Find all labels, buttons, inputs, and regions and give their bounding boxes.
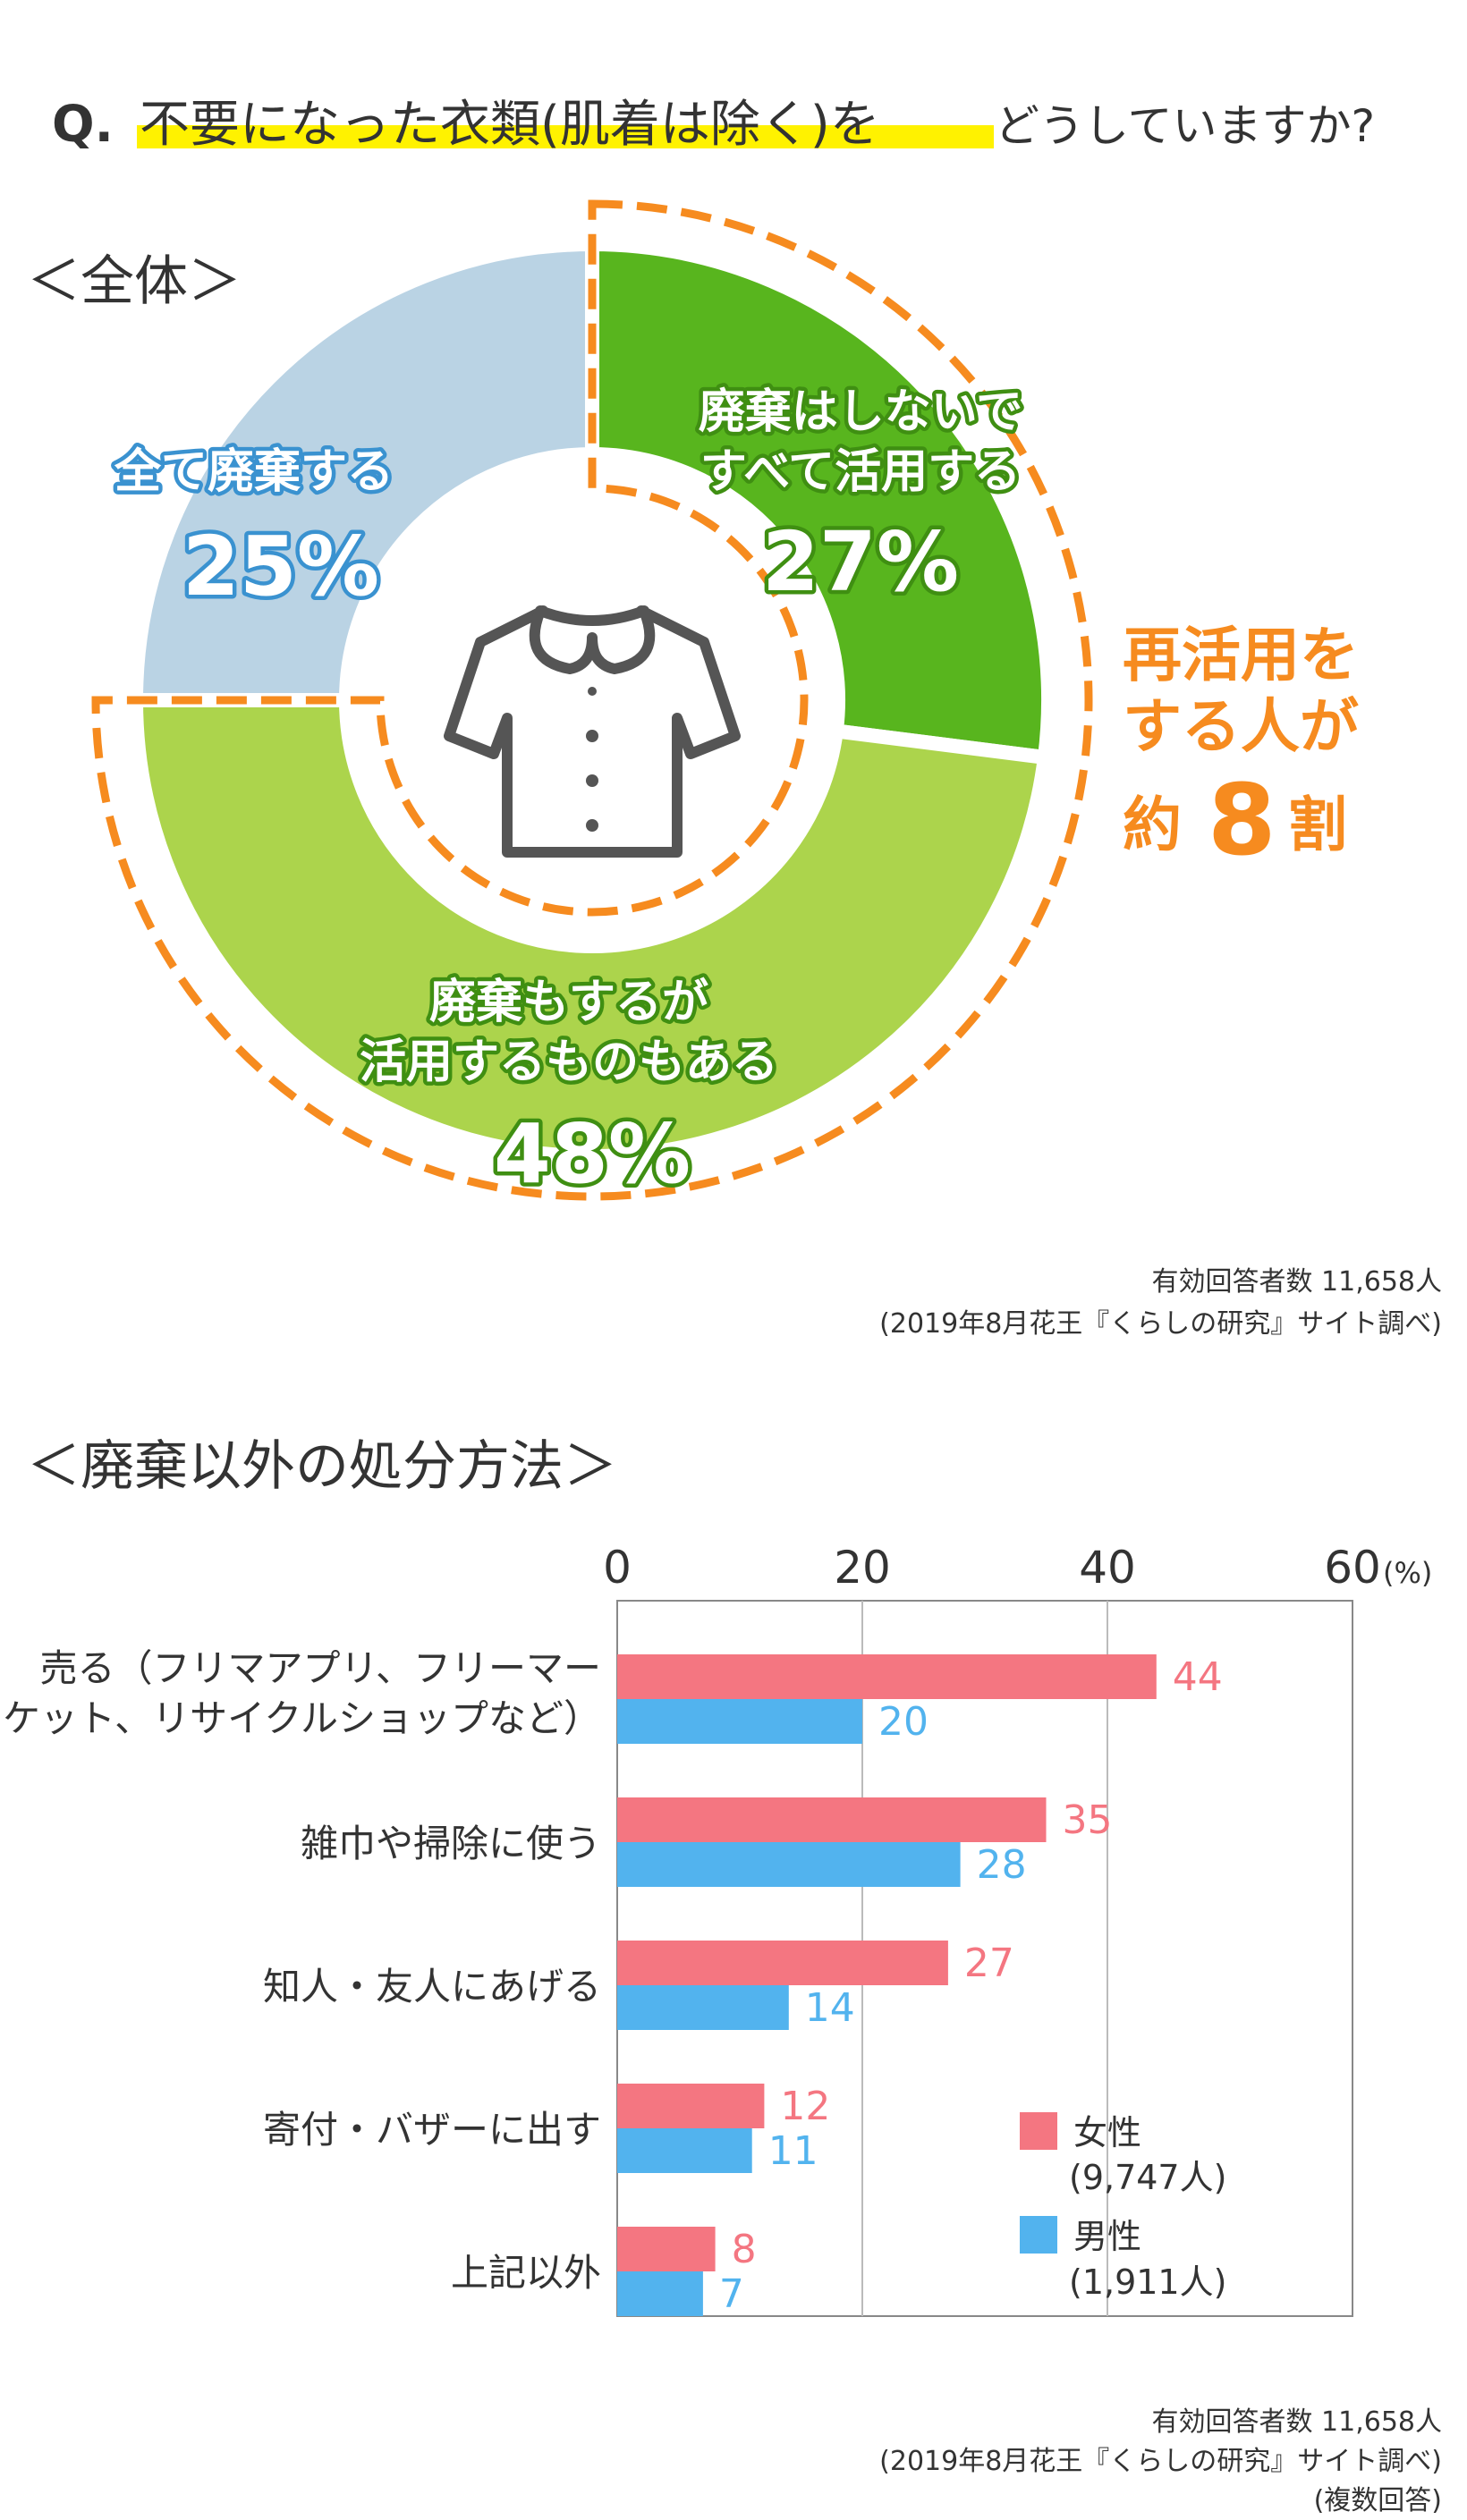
source-note: (2019年8月花王『くらしの研究』サイト調べ) <box>879 1308 1442 1340</box>
legend-sub-male: (1,911人) <box>1069 2262 1226 2302</box>
category-label-4-line1: 寄付・バザーに出す <box>263 2108 601 2152</box>
category-label-3-line1: 知人・友人にあげる <box>263 1965 601 2008</box>
overall-donut-chart: Q. 不要になった衣類(肌着は除く)を どうしていますか? ＜全体＞ 廃棄はしな… <box>27 96 1442 1340</box>
slice-value-25: 25% <box>182 519 379 614</box>
bar-male-3 <box>617 1985 789 2030</box>
bar-value-female-1: 44 <box>1173 1654 1223 1700</box>
slice-label-27: 廃棄はしないで すべて活用する 27% <box>694 382 1026 614</box>
question-rest: どうしていますか? <box>995 100 1375 152</box>
category-label-5-line1: 上記以外 <box>451 2251 601 2295</box>
bar-value-female-4: 12 <box>780 2084 830 2129</box>
slice-label-48: 廃棄もするが 活用するものもある 48% <box>355 972 782 1206</box>
reuse-callout: 再活用を する人が 約 8 割 <box>1123 621 1359 877</box>
x-tick-20: 20 <box>834 1542 891 1594</box>
bar-value-female-5: 8 <box>732 2227 757 2272</box>
bar-legend: 女性 (9,747人) 男性 (1,911人) <box>1020 2112 1226 2302</box>
category-label-2-line1: 雑巾や掃除に使う <box>301 1822 601 1865</box>
bar-male-4 <box>617 2128 752 2173</box>
category-label-1-line1: 売る（フリマアプリ、フリーマー <box>40 1646 601 1690</box>
callout-line1: 再活用を <box>1123 621 1359 689</box>
question-prefix: Q. <box>52 96 114 154</box>
legend-sub-female: (9,747人) <box>1069 2158 1226 2197</box>
slice-label-48-line1: 廃棄もするが <box>429 976 708 1029</box>
callout-line3-post: 割 <box>1288 791 1347 859</box>
x-tick-60: 60 <box>1324 1542 1381 1594</box>
x-tick-40: 40 <box>1079 1542 1136 1594</box>
source-note-2: (2019年8月花王『くらしの研究』サイト調べ) <box>879 2446 1442 2477</box>
slice-label-27-line2: すべて活用する <box>700 445 1021 499</box>
slice-label-25: 全て廃棄する 25% <box>109 442 397 619</box>
bar-value-male-1: 20 <box>878 1699 929 1745</box>
bar-female-1 <box>617 1654 1157 1699</box>
methods-heading: ＜廃棄以外の処分方法＞ <box>27 1435 617 1498</box>
bar-male-5 <box>617 2271 703 2316</box>
slice-label-48-line2: 活用するものもある <box>360 1036 778 1089</box>
donut-slices <box>128 236 1056 1163</box>
legend-swatch-female <box>1020 2112 1057 2150</box>
slice-label-25-line1: 全て廃棄する <box>114 445 394 499</box>
legend-label-female: 女性 <box>1073 2113 1141 2152</box>
reuse-dashed-outline <box>91 199 1093 1201</box>
legend-label-male: 男性 <box>1073 2217 1141 2256</box>
respondents-note: 有効回答者数 11,658人 <box>1151 1266 1442 1298</box>
multiple-answer-note: (複数回答) <box>1314 2485 1442 2516</box>
donut-slice-2 <box>128 693 1053 1163</box>
slice-value-27: 27% <box>762 514 959 610</box>
bar-value-male-4: 11 <box>768 2128 818 2174</box>
callout-line3-num: 8 <box>1208 763 1276 877</box>
bar-male-2 <box>617 1842 961 1887</box>
bar-value-male-2: 28 <box>977 1842 1027 1888</box>
bar-female-2 <box>617 1797 1047 1842</box>
callout-line3-pre: 約 <box>1123 791 1182 859</box>
donut-slice-1 <box>585 236 1056 765</box>
x-tick-0: 0 <box>603 1542 632 1594</box>
legend-swatch-male <box>1020 2216 1057 2254</box>
bar-layer: 0 20 40 60 (%) 44 20 売る（フリマアプリ、フリーマーケット、リサイクルショ… <box>3 1542 1432 2317</box>
bar-value-male-5: 7 <box>719 2271 744 2317</box>
bar-female-4 <box>617 2084 765 2128</box>
respondents-note-2: 有効回答者数 11,658人 <box>1151 2406 1442 2438</box>
title-highlight <box>137 125 994 148</box>
question-highlighted: 不要になった衣類(肌着は除く)を <box>140 96 880 154</box>
slice-value-48: 48% <box>494 1106 691 1202</box>
bar-male-1 <box>617 1699 862 1744</box>
bar-value-male-3: 14 <box>805 1985 855 2031</box>
blouse-icon <box>444 605 741 858</box>
slice-label-27-line1: 廃棄はしないで <box>699 385 1022 439</box>
x-unit-label: (%) <box>1383 1556 1432 1590</box>
overall-heading: ＜全体＞ <box>27 250 242 313</box>
category-label-1-line2: ケット、リサイクルショップなど） <box>3 1696 601 1740</box>
bar-female-5 <box>617 2227 716 2271</box>
bar-female-3 <box>617 1941 948 1985</box>
plot-frame <box>616 1600 1353 2317</box>
donut-slice-3 <box>128 236 599 707</box>
bar-value-female-2: 35 <box>1063 1797 1113 1843</box>
bar-value-female-3: 27 <box>964 1941 1014 1986</box>
callout-line2: する人が <box>1123 692 1359 761</box>
